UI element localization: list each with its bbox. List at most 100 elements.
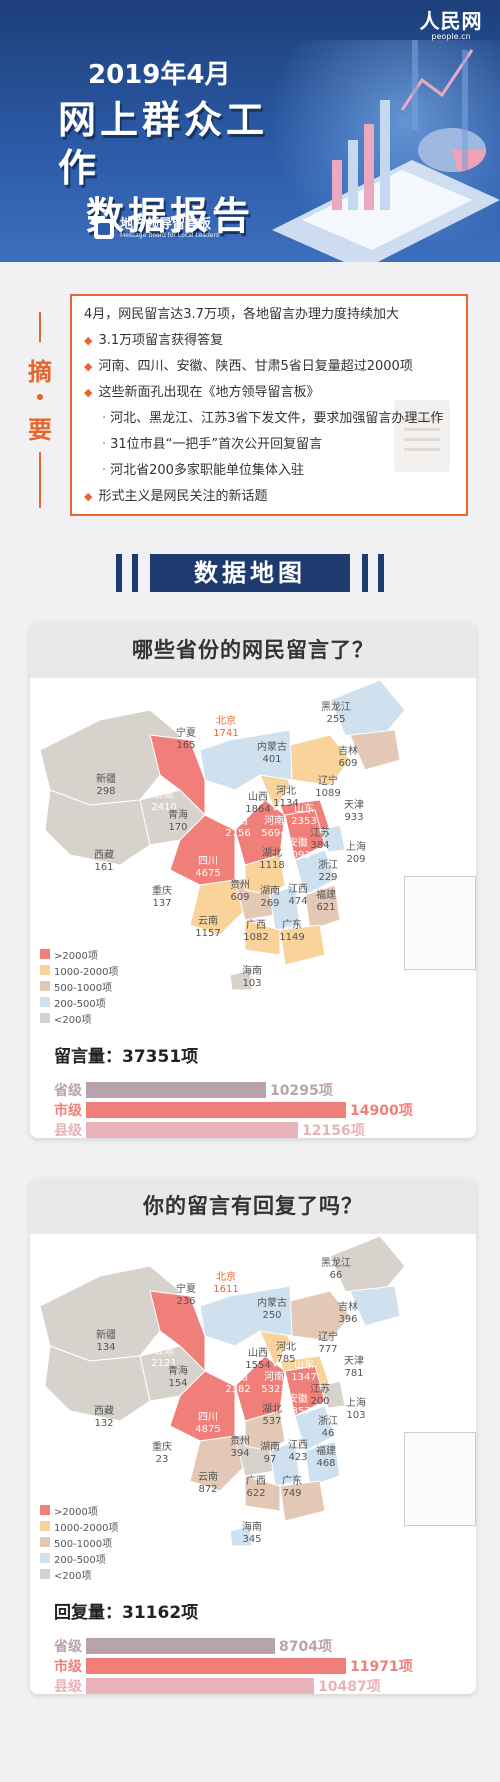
province-label: 海南 103 (232, 966, 272, 990)
province-label: 河北 785 (266, 1342, 306, 1366)
legend-item: 500-1000项 (40, 978, 119, 994)
province-label: 江苏 200 (300, 1384, 340, 1408)
side-line-bottom (39, 452, 41, 508)
section-left-bars (108, 554, 144, 592)
diamond-icon: ◆ (84, 334, 93, 347)
level-bar (86, 1658, 346, 1674)
province-value: 1554 (245, 1360, 271, 1371)
level-bar-row: 市级 11971项 (48, 1656, 468, 1676)
province-name: 陕西 (228, 1372, 248, 1383)
china-map-shape (39, 1236, 406, 1547)
province-label: 四川 4875 (188, 1412, 228, 1436)
level-value: 10295项 (270, 1083, 333, 1099)
legend-item: 200-500项 (40, 994, 119, 1010)
legend-item: 1000-2000项 (40, 962, 119, 978)
legend-label: 500-1000项 (54, 982, 113, 994)
province-label: 宁夏 165 (166, 728, 206, 752)
level-label: 省级 (54, 1083, 82, 1099)
province-name: 天津 (344, 800, 364, 811)
section-title: 数据地图 (108, 554, 392, 592)
province-value: 103 (346, 1410, 366, 1421)
legend-label: 200-500项 (54, 1554, 106, 1566)
province-name: 贵州 (230, 1436, 250, 1447)
summary-text: 这些新面孔出现在《地方领导留言板》 (98, 385, 320, 400)
legend-swatch (40, 965, 50, 975)
province-name: 广西 (246, 920, 266, 931)
south-china-sea-inset (404, 1432, 476, 1526)
level-bar (86, 1102, 346, 1118)
summary-subline: · 31位市县“一把手”首次公开回复留言 (84, 432, 464, 458)
province-value: 97 (263, 1454, 277, 1465)
level-bar-row: 市级 14900项 (48, 1100, 468, 1120)
province-label: 云南 872 (188, 1472, 228, 1496)
level-label: 市级 (54, 1103, 82, 1119)
province-label: 浙江 46 (308, 1416, 348, 1440)
side-dot (37, 394, 43, 400)
province-name: 山东 (294, 804, 314, 815)
province-value: 66 (329, 1270, 343, 1281)
province-label: 陕西 2382 (218, 1372, 258, 1396)
province-value: 132 (94, 1418, 114, 1429)
level-bar-row: 省级 8704项 (48, 1636, 468, 1656)
province-value: 777 (318, 1344, 338, 1355)
province-name: 上海 (346, 842, 366, 853)
province-value: 781 (344, 1368, 364, 1379)
legend-swatch (40, 1013, 50, 1023)
province-label: 安徽 3093 (278, 838, 318, 862)
province-name: 湖南 (260, 1442, 280, 1453)
province-name: 山西 (248, 792, 268, 803)
summary-lines: 4月，网民留言达3.7万项，各地留言办理力度持续加大 ◆ 3.1万项留言获得答复 … (84, 302, 464, 510)
province-label: 山东 1347 (284, 1360, 324, 1384)
province-value: 474 (288, 896, 308, 907)
province-name: 江西 (288, 884, 308, 895)
province-value: 269 (260, 898, 280, 909)
legend-swatch (40, 981, 50, 991)
title-line-1: 网上群众工作 (58, 98, 269, 190)
province-label: 甘肃 2410 (144, 790, 184, 814)
province-name: 黑龙江 (321, 702, 351, 713)
province-value: 872 (198, 1484, 218, 1495)
province-value: 468 (316, 1458, 336, 1469)
province-label: 湖北 1118 (252, 848, 292, 872)
province-label: 河北 1134 (266, 786, 306, 810)
province-name: 广东 (282, 1476, 302, 1487)
dot-icon: · (102, 463, 107, 478)
summary-line: 4月，网民留言达3.7万项，各地留言办理力度持续加大 (84, 302, 464, 328)
province-name: 甘肃 (154, 790, 174, 801)
province-name: 重庆 (152, 886, 172, 897)
level-label: 省级 (54, 1639, 82, 1655)
legend-swatch (40, 1505, 50, 1515)
province-name: 江苏 (310, 828, 330, 839)
replies-map: 北京 1611 黑龙江 66 宁夏 236 内蒙古 250 吉林 396 新疆 134 辽宁 777 甘肃 2… (30, 1236, 476, 1596)
summary-text: 31位市县“一把手”首次公开回复留言 (110, 437, 323, 452)
province-label: 广东 1149 (272, 920, 312, 944)
province-value: 200 (310, 1396, 330, 1407)
level-value: 11971项 (350, 1659, 413, 1675)
province-name: 海南 (242, 1522, 262, 1533)
level-value: 8704项 (279, 1639, 332, 1655)
province-value: 170 (168, 822, 188, 833)
province-name: 河北 (276, 1342, 296, 1353)
province-value: 609 (338, 758, 358, 769)
province-name: 云南 (198, 1472, 218, 1483)
province-label: 山东 2353 (284, 804, 324, 828)
province-label: 湖北 537 (252, 1404, 292, 1428)
people-logo[interactable]: 人民网 people.cn (414, 10, 488, 42)
replies-card: 你的留言有回复了吗？ (30, 1178, 476, 1694)
province-value: 2382 (225, 1384, 251, 1395)
province-value: 609 (230, 892, 250, 903)
province-value: 2410 (151, 802, 177, 813)
province-name: 浙江 (318, 860, 338, 871)
province-value: 2353 (291, 816, 317, 827)
province-value: 46 (321, 1428, 335, 1439)
legend-label: <200项 (54, 1014, 92, 1026)
diamond-icon: ◆ (84, 490, 93, 503)
level-label: 县级 (54, 1123, 82, 1138)
province-value: 1149 (279, 932, 305, 943)
legend-label: 1000-2000项 (54, 966, 119, 978)
level-value: 12156项 (302, 1123, 365, 1138)
legend-item: <200项 (40, 1010, 119, 1026)
province-label: 广西 1082 (236, 920, 276, 944)
province-label: 内蒙古 401 (252, 742, 292, 766)
legend-item: 1000-2000项 (40, 1518, 119, 1534)
